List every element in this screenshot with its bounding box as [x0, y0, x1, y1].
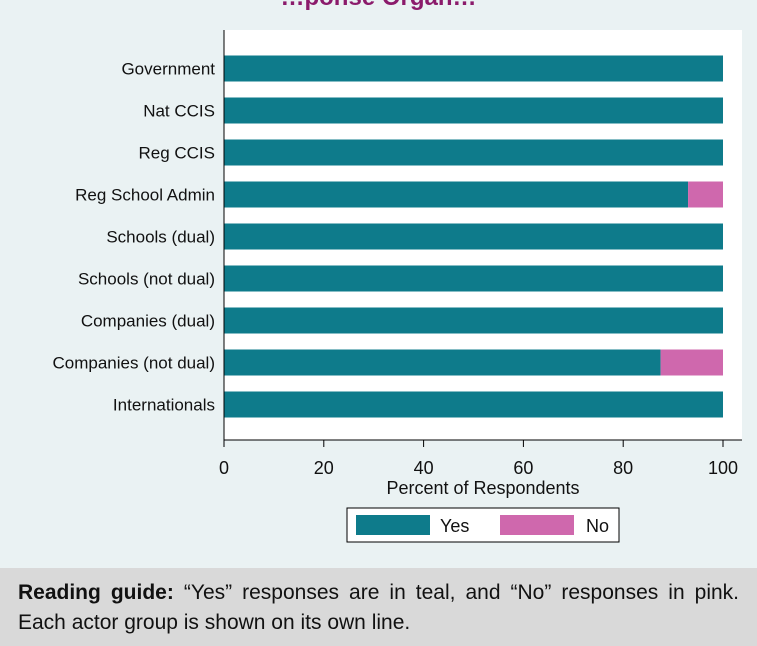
- y-tick-label: Nat CCIS: [143, 102, 215, 121]
- reading-guide-label: Reading guide:: [18, 581, 174, 604]
- x-axis-ticks: 0 20 40 60 80 100: [219, 440, 738, 478]
- y-tick-label: Reg School Admin: [75, 186, 215, 205]
- legend-label-yes: Yes: [440, 516, 469, 536]
- y-tick-label: Schools (dual): [106, 228, 215, 247]
- chart-panel: Government Nat CCIS Reg CCIS Reg School Adm…: [0, 0, 757, 568]
- chart-title: …ponse Organ…: [0, 0, 757, 12]
- bar-yes-reg-ccis: [224, 139, 723, 166]
- x-tick-label: 100: [708, 458, 738, 478]
- bar-yes-internationals: [224, 391, 723, 418]
- x-tick-label: 40: [414, 458, 434, 478]
- y-tick-label: Companies (dual): [81, 312, 215, 331]
- y-tick-label: Reg CCIS: [138, 144, 215, 163]
- x-tick-label: 80: [613, 458, 633, 478]
- x-tick-label: 0: [219, 458, 229, 478]
- legend: Yes No: [346, 507, 620, 543]
- y-tick-label: Companies (not dual): [52, 354, 215, 373]
- legend-label-no: No: [586, 516, 609, 536]
- title-strip: …ponse Organ…: [0, 0, 757, 18]
- bar-yes-schools-not-dual: [224, 265, 723, 292]
- bar-yes-nat-ccis: [224, 97, 723, 124]
- bar-no-companies-not-dual: [660, 349, 723, 376]
- bar-yes-government: [224, 55, 723, 82]
- reading-guide-text: “Yes” responses are in teal, and “No” re…: [18, 581, 739, 634]
- x-tick-label: 20: [314, 458, 334, 478]
- bar-yes-companies-not-dual: [224, 349, 661, 376]
- y-tick-label: Schools (not dual): [78, 270, 215, 289]
- y-tick-label: Government: [121, 60, 215, 79]
- legend-swatch-yes: [356, 515, 430, 535]
- bar-yes-companies-dual: [224, 307, 723, 334]
- x-tick-label: 60: [513, 458, 533, 478]
- y-tick-label: Internationals: [113, 396, 215, 415]
- reading-guide: Reading guide: “Yes” responses are in te…: [0, 568, 757, 646]
- y-axis-labels: Government Nat CCIS Reg CCIS Reg School Adm…: [52, 60, 215, 415]
- legend-swatch-no: [500, 515, 574, 535]
- x-axis-label: Percent of Respondents: [386, 478, 579, 498]
- bar-yes-reg-school-admin: [224, 181, 689, 208]
- chart-svg: Government Nat CCIS Reg CCIS Reg School Adm…: [52, 30, 742, 543]
- bar-group: [224, 55, 723, 418]
- bar-yes-schools-dual: [224, 223, 723, 250]
- bar-no-reg-school-admin: [688, 181, 723, 208]
